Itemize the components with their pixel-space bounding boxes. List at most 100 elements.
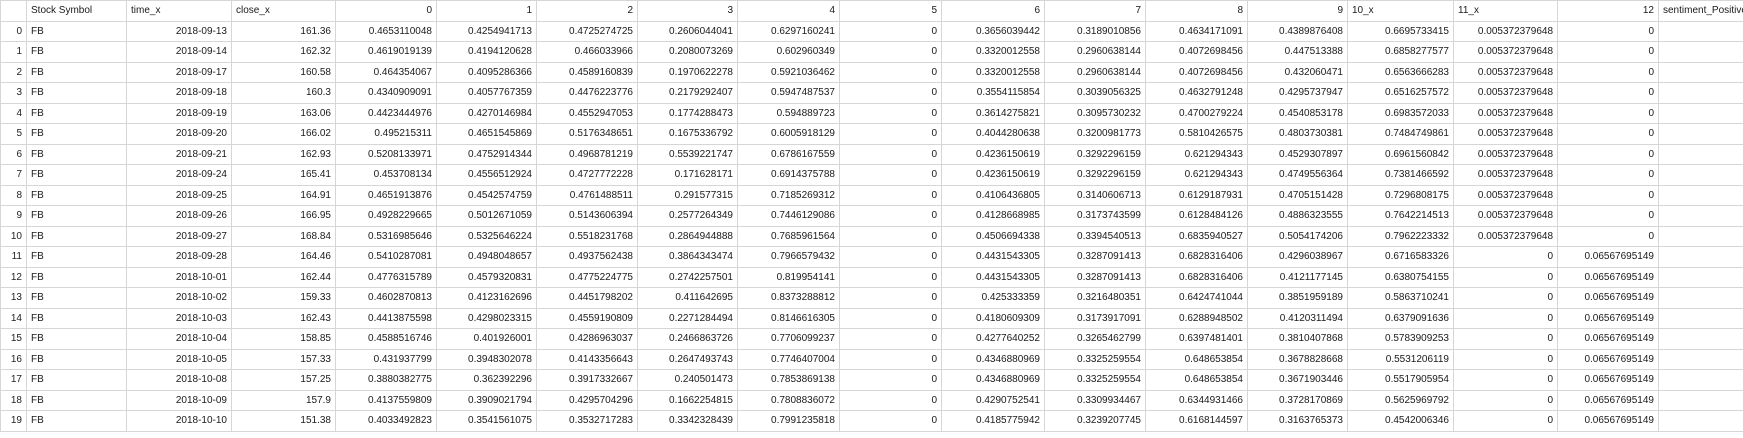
column-header-6[interactable]: 6 [941,0,1045,22]
table-cell[interactable]: 0.2080073269 [637,41,738,63]
table-cell[interactable]: 0.3265462799 [1044,328,1146,350]
table-cell[interactable]: 0.3173743599 [1044,205,1146,227]
table-cell[interactable]: 0 [1658,348,1743,370]
table-cell[interactable]: 0.3810407868 [1247,328,1348,350]
table-cell[interactable]: 2018-10-03 [126,307,232,329]
table-cell[interactable]: 0.5143606394 [536,205,638,227]
table-cell[interactable]: 0.8373288812 [737,287,840,309]
table-cell[interactable]: 0.4776315789 [335,266,437,288]
table-cell[interactable]: 0.2647493743 [637,348,738,370]
table-cell[interactable]: 0 [1658,410,1743,432]
table-cell[interactable]: 2018-10-01 [126,266,232,288]
table-cell[interactable]: 0.4725274725 [536,20,638,42]
table-cell[interactable]: 0 [1557,184,1659,206]
table-cell[interactable]: 160.3 [231,82,336,104]
table-cell[interactable]: 0.005372379648 [1453,61,1558,83]
table-cell[interactable]: FB [26,287,127,309]
column-header-7[interactable]: 7 [1044,0,1146,22]
table-cell[interactable]: 0 [1557,102,1659,124]
table-cell[interactable]: 0.3671903446 [1247,369,1348,391]
table-cell[interactable]: 0 [1453,369,1558,391]
table-cell[interactable]: 0 [1453,246,1558,268]
row-index-cell[interactable]: 16 [0,348,27,370]
table-cell[interactable]: 0 [1658,369,1743,391]
table-cell[interactable]: 159.33 [231,287,336,309]
table-cell[interactable]: FB [26,348,127,370]
table-cell[interactable]: 0.5863710241 [1347,287,1454,309]
table-cell[interactable]: 0.3678828668 [1247,348,1348,370]
table-cell[interactable]: 0.3292296159 [1044,164,1146,186]
table-cell[interactable]: 0.4180609309 [941,307,1045,329]
table-cell[interactable]: 0.7185269312 [737,184,840,206]
table-cell[interactable]: 0.240501473 [637,369,738,391]
table-cell[interactable]: 0.4346880969 [941,348,1045,370]
table-cell[interactable]: 0.4295704296 [536,389,638,411]
table-cell[interactable]: 0.3287091413 [1044,246,1146,268]
table-cell[interactable]: 0.4270146984 [436,102,537,124]
table-cell[interactable]: 157.9 [231,389,336,411]
table-cell[interactable]: FB [26,389,127,411]
table-cell[interactable]: 0 [1658,307,1743,329]
table-cell[interactable]: 0 [1658,225,1743,247]
table-cell[interactable]: 0.6828316406 [1145,246,1248,268]
table-cell[interactable]: 0 [1658,102,1743,124]
table-cell[interactable]: 0.7685961564 [737,225,840,247]
table-cell[interactable]: 0.3532717283 [536,410,638,432]
table-cell[interactable]: 0.6835940527 [1145,225,1248,247]
table-cell[interactable]: 0.4277640252 [941,328,1045,350]
table-cell[interactable]: 2018-10-04 [126,328,232,350]
table-cell[interactable]: 0.3140606713 [1044,184,1146,206]
table-cell[interactable]: 0.1662254815 [637,389,738,411]
table-cell[interactable]: 0.3614275821 [941,102,1045,124]
table-cell[interactable]: 0.3163765373 [1247,410,1348,432]
table-cell[interactable]: 0.4346880969 [941,369,1045,391]
table-cell[interactable]: 0.6786167559 [737,143,840,165]
table-cell[interactable]: 157.25 [231,369,336,391]
table-cell[interactable]: FB [26,123,127,145]
table-cell[interactable]: 0.3039056325 [1044,82,1146,104]
table-cell[interactable]: 0.6297160241 [737,20,840,42]
table-cell[interactable]: 0.4589160839 [536,61,638,83]
table-cell[interactable]: 0.7484749861 [1347,123,1454,145]
table-cell[interactable]: 2018-09-17 [126,61,232,83]
table-cell[interactable]: 0 [839,410,942,432]
table-cell[interactable]: 0.4431543305 [941,266,1045,288]
table-cell[interactable]: 0.3216480351 [1044,287,1146,309]
table-cell[interactable]: 0.1970622278 [637,61,738,83]
table-cell[interactable]: 0.3728170869 [1247,389,1348,411]
table-cell[interactable]: 0.4749556364 [1247,164,1348,186]
table-cell[interactable]: 0.4298023315 [436,307,537,329]
table-cell[interactable]: 0.4033492823 [335,410,437,432]
table-cell[interactable]: 0.291577315 [637,184,738,206]
table-cell[interactable]: 0.602960349 [737,41,840,63]
table-cell[interactable]: 0.447513388 [1247,41,1348,63]
table-cell[interactable]: 0.6828316406 [1145,266,1248,288]
table-cell[interactable]: 0.6858277577 [1347,41,1454,63]
table-cell[interactable]: 0.464354067 [335,61,437,83]
table-cell[interactable]: 163.06 [231,102,336,124]
table-cell[interactable]: 0.819954141 [737,266,840,288]
column-header-8[interactable]: 8 [1145,0,1248,22]
table-cell[interactable]: 2018-10-02 [126,287,232,309]
table-cell[interactable]: 0.431937799 [335,348,437,370]
table-cell[interactable]: 0.3909021794 [436,389,537,411]
table-cell[interactable]: 0.6961560842 [1347,143,1454,165]
table-cell[interactable]: 0.6516257572 [1347,82,1454,104]
table-cell[interactable]: 0.6168144597 [1145,410,1248,432]
table-cell[interactable]: 0.4968781219 [536,143,638,165]
table-cell[interactable]: 0.411642695 [637,287,738,309]
table-cell[interactable]: 0.5625969792 [1347,389,1454,411]
table-cell[interactable]: 0.6129187931 [1145,184,1248,206]
table-cell[interactable]: 0 [839,307,942,329]
table-cell[interactable]: 0.6005918129 [737,123,840,145]
table-cell[interactable]: 0 [839,328,942,350]
table-cell[interactable]: 0.4559190809 [536,307,638,329]
table-cell[interactable]: 0.005372379648 [1453,102,1558,124]
table-cell[interactable]: 0.3239207745 [1044,410,1146,432]
table-cell[interactable]: 166.02 [231,123,336,145]
table-cell[interactable]: 0.4653110048 [335,20,437,42]
table-cell[interactable]: 0.4431543305 [941,246,1045,268]
table-cell[interactable]: 0.6983572033 [1347,102,1454,124]
table-cell[interactable]: 2018-10-08 [126,369,232,391]
table-cell[interactable]: 0.4540853178 [1247,102,1348,124]
